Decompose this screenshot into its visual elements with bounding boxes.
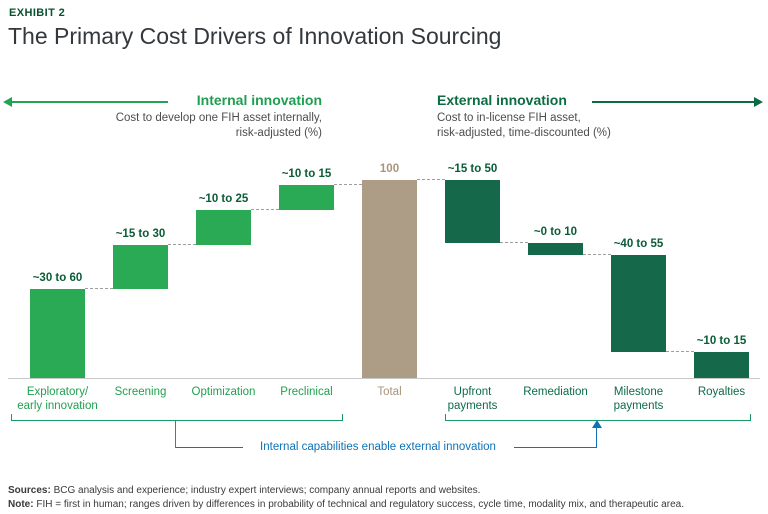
- x-axis-line: [8, 378, 760, 379]
- annotation-right-connector: [514, 447, 597, 448]
- waterfall-connector: [334, 183, 362, 185]
- bar-exploratory: [30, 288, 85, 378]
- internal-arrow-line: [12, 101, 168, 103]
- external-right-arrowhead-icon: [754, 97, 763, 107]
- value-label-optimization: ~10 to 25: [198, 192, 249, 205]
- value-label-total: 100: [379, 163, 400, 175]
- external-subtitle: Cost to in-license FIH asset, risk-adjus…: [437, 111, 611, 141]
- category-label-royalties: Royalties: [697, 386, 746, 398]
- value-label-exploratory: ~30 to 60: [32, 271, 83, 284]
- waterfall-connector: [251, 208, 279, 210]
- value-label-royalties: ~10 to 15: [696, 335, 747, 348]
- internal-group-bracket: [11, 414, 343, 421]
- value-label-screening: ~15 to 30: [115, 228, 166, 241]
- footer: Sources: BCG analysis and experience; in…: [8, 484, 762, 512]
- bar-milestone-payments: [611, 255, 666, 353]
- waterfall-connector: [417, 179, 445, 180]
- annotation-text: Internal capabilities enable external in…: [260, 441, 496, 453]
- external-innovation-header: External innovation: [437, 92, 567, 108]
- value-label-upfront-payments: ~15 to 50: [447, 163, 498, 175]
- category-label-exploratory: Exploratory/early innovation: [17, 386, 98, 413]
- note-label: Note:: [8, 499, 34, 510]
- internal-subtitle-line2: risk-adjusted (%): [235, 127, 322, 140]
- bar-screening: [113, 245, 168, 289]
- note-text: FIH = first in human; ranges driven by d…: [33, 499, 684, 510]
- internal-subtitle: Cost to develop one FIH asset internally…: [0, 111, 322, 141]
- value-label-remediation: ~0 to 10: [533, 226, 578, 239]
- waterfall-connector: [168, 244, 196, 246]
- waterfall-connector: [85, 287, 113, 289]
- category-label-total: Total: [377, 386, 402, 398]
- bar-upfront-payments: [445, 180, 500, 244]
- category-label-milestone-payments: Milestone payments: [613, 386, 664, 413]
- note-line: Note: FIH = first in human; ranges drive…: [8, 498, 762, 512]
- bar-total: [362, 180, 417, 378]
- sources-text: BCG analysis and experience; industry ex…: [50, 485, 481, 496]
- category-label-remediation: Remediation: [523, 386, 588, 398]
- annotation-left-connector: [176, 447, 243, 448]
- sources-label: Sources:: [8, 485, 51, 496]
- exhibit-number-label: EXHIBIT 2: [9, 7, 66, 19]
- category-label-upfront-payments: Upfront payments: [447, 386, 498, 413]
- waterfall-connector: [500, 242, 528, 244]
- external-arrow-line: [592, 101, 754, 103]
- bar-remediation: [528, 243, 583, 256]
- category-label-screening: Screening: [114, 386, 167, 398]
- page-title: The Primary Cost Drivers of Innovation S…: [8, 23, 502, 49]
- up-arrowhead-icon: [592, 420, 602, 428]
- internal-innovation-header: Internal innovation: [196, 92, 322, 108]
- internal-left-arrowhead-icon: [3, 97, 12, 107]
- value-label-milestone-payments: ~40 to 55: [613, 238, 664, 251]
- category-label-optimization: Optimization: [191, 386, 256, 398]
- bar-preclinical: [279, 184, 334, 210]
- internal-bracket-stem: [175, 420, 176, 448]
- waterfall-connector: [666, 351, 694, 353]
- external-subtitle-line1: Cost to in-license FIH asset,: [437, 112, 581, 124]
- external-subtitle-line2: risk-adjusted, time-discounted (%): [437, 127, 611, 140]
- category-label-preclinical: Preclinical: [280, 386, 333, 398]
- waterfall-connector: [583, 254, 611, 256]
- value-label-preclinical: ~10 to 15: [281, 167, 332, 180]
- bar-royalties: [694, 352, 749, 378]
- internal-subtitle-line1: Cost to develop one FIH asset internally…: [115, 112, 322, 124]
- annotation-arrow-stem: [596, 427, 597, 448]
- bar-optimization: [196, 209, 251, 246]
- sources-line: Sources: BCG analysis and experience; in…: [8, 484, 762, 498]
